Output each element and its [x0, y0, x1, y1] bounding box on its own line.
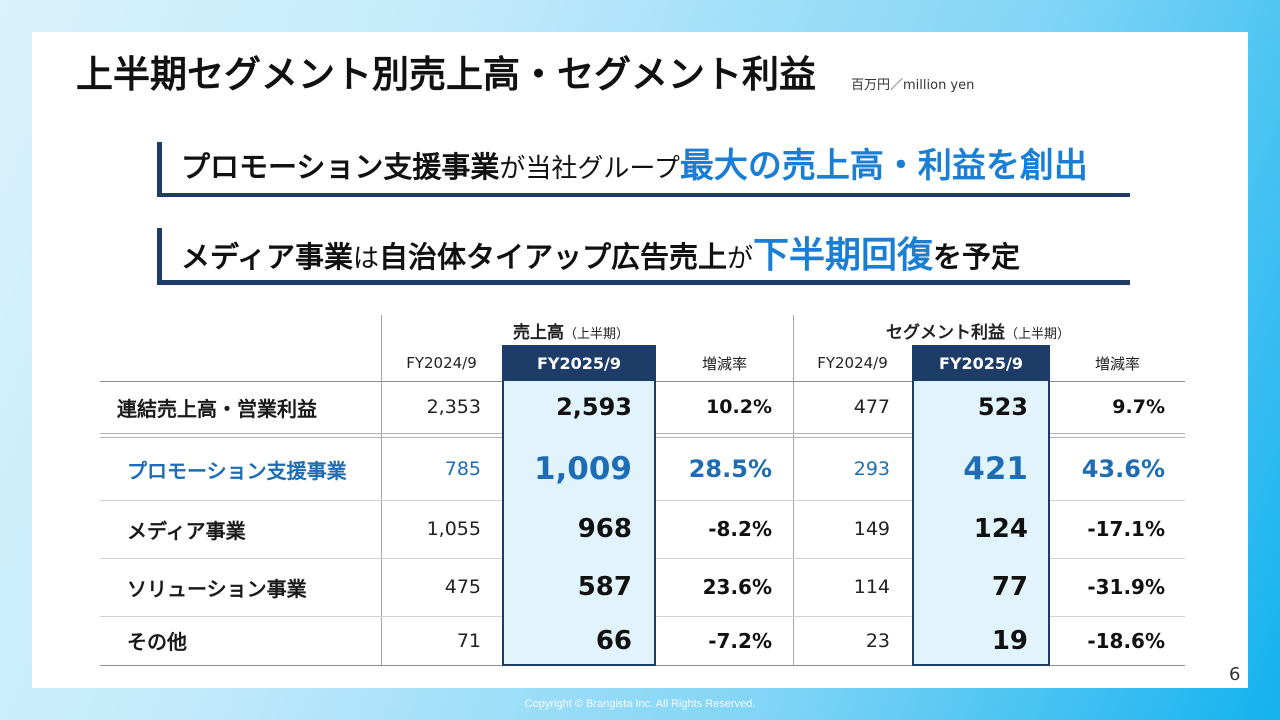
sales-change-value: 23.6% — [702, 575, 772, 599]
column-highlight-header — [502, 345, 656, 381]
column-highlight-sales-fy2025 — [502, 345, 656, 666]
sales-change-value: 28.5% — [688, 455, 772, 483]
highlight-2-subject: メディア事業 — [181, 240, 353, 274]
row-label: メディア事業 — [127, 518, 246, 543]
highlight-2-object: 自治体タイアップ広告売上 — [379, 240, 728, 274]
sales-fy2025-value: 1,009 — [533, 451, 632, 487]
profit-fy2024-value: 23 — [865, 629, 890, 652]
unit-note: 百万円／million yen — [851, 78, 975, 93]
column-header-sales-fy2025: FY2025/9 — [536, 353, 622, 373]
highlight-2-tail: を予定 — [933, 240, 1021, 274]
profit-fy2025-value: 77 — [991, 572, 1028, 602]
profit-fy2025-value: 421 — [963, 451, 1028, 487]
column-header-profit-fy2024: FY2024/9 — [817, 354, 888, 372]
sales-change-value: 10.2% — [706, 396, 772, 418]
profit-change-value: -18.6% — [1087, 628, 1165, 653]
group-header-sales-note: （上半期） — [563, 326, 629, 342]
row-label: プロモーション支援事業 — [127, 458, 347, 483]
table-column-header-row: FY2024/9 FY2025/9 増減率 FY2024/9 FY2025/9 … — [100, 345, 1185, 381]
page-number: 6 — [1229, 664, 1241, 685]
column-header-profit-change: 増減率 — [1094, 354, 1140, 373]
column-highlight-profit-fy2025 — [912, 345, 1050, 666]
highlight-1-subject: プロモーション支援事業 — [181, 150, 500, 184]
profit-fy2025-value: 19 — [991, 625, 1028, 656]
column-header-sales-change: 増減率 — [701, 354, 747, 373]
sales-fy2024-value: 1,055 — [426, 518, 481, 540]
group-header-profit: セグメント利益（上半期） — [793, 318, 1185, 343]
table-group-header-row: 売上高（上半期） セグメント利益（上半期） — [100, 315, 1185, 345]
group-header-sales-label: 売上高 — [512, 322, 564, 343]
profit-fy2024-value: 149 — [853, 518, 890, 540]
profit-fy2025-value: 523 — [977, 393, 1028, 421]
profit-change-value: 43.6% — [1081, 455, 1165, 483]
sales-fy2024-value: 71 — [456, 629, 481, 652]
group-header-sales: 売上高（上半期） — [381, 318, 793, 343]
sales-fy2024-value: 785 — [444, 458, 481, 480]
profit-fy2024-value: 293 — [853, 458, 890, 480]
sales-fy2025-value: 968 — [577, 514, 632, 544]
sales-change-value: -7.2% — [708, 628, 772, 653]
profit-fy2024-value: 114 — [853, 576, 890, 598]
highlight-banner-2: メディア事業は自治体タイアップ広告売上が下半期回復を予定 — [157, 228, 1130, 285]
slide-title: 上半期セグメント別売上高・セグメント利益 — [76, 53, 816, 96]
profit-fy2024-value: 477 — [853, 396, 890, 418]
highlight-text-2: メディア事業は自治体タイアップ広告売上が下半期回復を予定 — [181, 236, 1020, 276]
table-row-media: メディア事業 1,055 968 -8.2% 149 124 -17.1% — [100, 500, 1185, 558]
profit-fy2025-value: 124 — [973, 514, 1028, 544]
table-row-consolidated: 連結売上高・営業利益 2,353 2,593 10.2% 477 523 9.7… — [100, 381, 1185, 433]
table-row-other: その他 71 66 -7.2% 23 19 -18.6% — [100, 616, 1185, 665]
sales-fy2024-value: 2,353 — [426, 396, 481, 418]
table-row-promotion: プロモーション支援事業 785 1,009 28.5% 293 421 43.6… — [100, 438, 1185, 500]
column-header-profit-fy2025: FY2025/9 — [938, 353, 1024, 373]
sales-fy2024-value: 475 — [444, 576, 481, 598]
highlight-2-particle: は — [352, 244, 379, 274]
sales-fy2025-value: 2,593 — [556, 393, 632, 421]
row-label: ソリューション事業 — [127, 576, 307, 601]
profit-change-value: -31.9% — [1087, 575, 1165, 599]
highlight-1-connector: が当社グループ — [499, 154, 680, 184]
sales-fy2025-value: 587 — [577, 572, 632, 602]
highlight-underline — [157, 280, 1130, 285]
table-row-solution: ソリューション事業 475 587 23.6% 114 77 -31.9% — [100, 558, 1185, 616]
highlight-1-emphasis: 最大の売上高・利益を創出 — [679, 146, 1088, 186]
profit-change-value: -17.1% — [1087, 517, 1165, 541]
highlight-underline — [157, 193, 1130, 197]
segment-table: 売上高（上半期） セグメント利益（上半期） FY2024/9 FY2025/9 … — [100, 315, 1185, 666]
sales-change-value: -8.2% — [708, 517, 772, 541]
group-header-profit-label: セグメント利益 — [885, 322, 1005, 343]
group-header-profit-note: （上半期） — [1004, 326, 1070, 342]
sales-fy2025-value: 66 — [595, 625, 632, 656]
highlight-accent-bar — [157, 142, 162, 197]
row-label: 連結売上高・営業利益 — [117, 396, 317, 421]
table-divider-vertical — [793, 315, 794, 666]
highlight-text-1: プロモーション支援事業が当社グループ最大の売上高・利益を創出 — [181, 146, 1088, 186]
copyright-footer: Copyright © Brangista Inc. All Rights Re… — [524, 698, 756, 710]
highlight-accent-bar — [157, 228, 162, 285]
highlight-2-particle: が — [727, 244, 754, 274]
row-label: その他 — [127, 630, 187, 654]
highlight-banner-1: プロモーション支援事業が当社グループ最大の売上高・利益を創出 — [157, 142, 1130, 197]
table-divider-vertical — [381, 315, 382, 666]
highlight-2-emphasis: 下半期回復 — [753, 235, 934, 276]
profit-change-value: 9.7% — [1112, 396, 1165, 418]
column-header-sales-fy2024: FY2024/9 — [406, 354, 477, 372]
column-highlight-header — [912, 345, 1050, 381]
